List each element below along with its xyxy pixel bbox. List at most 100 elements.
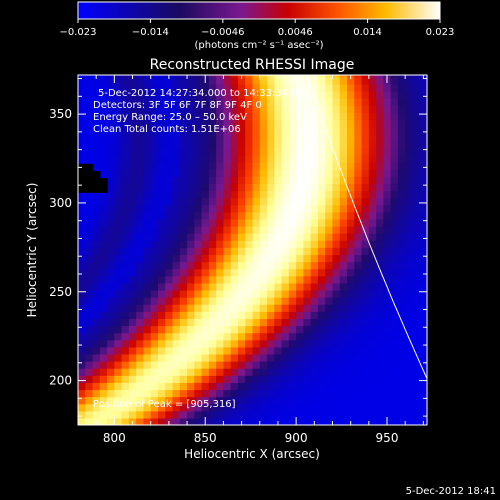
heatmap-cell <box>99 389 108 398</box>
heatmap-cell <box>303 204 312 213</box>
heatmap-cell <box>317 112 326 121</box>
heatmap-cell <box>310 332 319 341</box>
heatmap-cell <box>274 176 283 184</box>
heatmap-cell <box>78 140 86 149</box>
heatmap-cell <box>252 375 261 383</box>
heatmap-cell <box>230 240 239 248</box>
heatmap-cell <box>259 410 268 419</box>
heatmap-cell <box>201 275 210 284</box>
heatmap-cell <box>230 254 239 263</box>
heatmap-cell <box>412 226 421 234</box>
heatmap-cell <box>165 247 174 256</box>
heatmap-cell <box>354 233 363 241</box>
heatmap-cell <box>339 197 348 206</box>
heatmap-cell <box>136 211 145 220</box>
heatmap-cell <box>397 410 406 419</box>
heatmap-cell <box>317 396 326 405</box>
heatmap-cell <box>281 211 290 220</box>
heatmap-cell <box>368 403 377 412</box>
heatmap-cell <box>383 389 392 398</box>
heatmap-cell <box>230 183 239 192</box>
heatmap-cell <box>412 417 421 425</box>
heatmap-cell <box>288 83 297 92</box>
heatmap-cell <box>99 417 108 425</box>
heatmap-cell <box>216 90 225 99</box>
heatmap-cell <box>288 190 297 199</box>
heatmap-cell <box>121 368 130 376</box>
heatmap-cell <box>128 162 137 170</box>
heatmap-cell <box>99 403 108 412</box>
heatmap-cell <box>208 368 217 376</box>
heatmap-cell <box>419 396 427 405</box>
heatmap-cell <box>223 240 232 248</box>
heatmap-cell <box>252 382 261 391</box>
heatmap-cell <box>78 282 86 291</box>
heatmap-cell <box>274 368 283 376</box>
heatmap-cell <box>361 318 370 327</box>
heatmap-cell <box>412 83 421 92</box>
heatmap-cell <box>143 75 152 78</box>
heatmap-cell <box>274 389 283 398</box>
heatmap-cell <box>405 361 414 369</box>
heatmap-cell <box>296 218 304 227</box>
heatmap-cell <box>150 247 159 256</box>
heatmap-cell <box>325 119 334 128</box>
heatmap-cell <box>216 126 225 135</box>
heatmap-cell <box>150 346 159 355</box>
heatmap-cell <box>121 275 130 284</box>
heatmap-cell <box>354 226 363 234</box>
heatmap-cell <box>165 368 174 376</box>
heatmap-cell <box>136 417 145 425</box>
heatmap-cell <box>252 233 261 241</box>
heatmap-cell <box>310 361 319 369</box>
heatmap-cell <box>325 282 334 291</box>
heatmap-cell <box>245 289 254 298</box>
heatmap-cell <box>361 226 370 234</box>
heatmap-cell <box>332 368 341 376</box>
heatmap-cell <box>361 112 370 121</box>
heatmap-cell <box>187 417 195 425</box>
heatmap-cell <box>310 126 319 135</box>
heatmap-cell <box>405 190 414 199</box>
heatmap-cell <box>245 240 254 248</box>
heatmap-cell <box>354 90 363 99</box>
heatmap-cell <box>397 389 406 398</box>
heatmap-cell <box>143 325 152 334</box>
heatmap-cell <box>92 140 101 149</box>
heatmap-cell <box>107 105 115 113</box>
heatmap-cell <box>107 211 115 220</box>
heatmap-cell <box>310 297 319 305</box>
heatmap-cell <box>419 218 427 227</box>
heatmap-cell <box>150 147 159 156</box>
heatmap-cell <box>230 147 239 156</box>
heatmap-cell <box>274 289 283 298</box>
heatmap-cell <box>347 389 355 398</box>
heatmap-cell <box>107 417 115 425</box>
heatmap-cell <box>216 254 225 263</box>
heatmap-cell <box>201 133 210 142</box>
heatmap-cell <box>237 204 246 213</box>
heatmap-cell <box>288 75 297 78</box>
heatmap-cell <box>179 76 188 85</box>
heatmap-cell <box>223 176 232 184</box>
heatmap-cell <box>121 325 130 334</box>
heatmap-cell <box>405 325 414 334</box>
heatmap-cell <box>361 147 370 156</box>
heatmap-cell <box>179 147 188 156</box>
heatmap-cell <box>397 226 406 234</box>
heatmap-cell <box>114 75 123 78</box>
heatmap-cell <box>296 403 304 412</box>
heatmap-cell <box>390 226 399 234</box>
heatmap-cell <box>208 183 217 192</box>
heatmap-cell <box>121 162 130 170</box>
heatmap-cell <box>85 268 94 277</box>
heatmap-cell <box>368 126 377 135</box>
heatmap-cell <box>143 240 152 248</box>
heatmap-cell <box>296 368 304 376</box>
heatmap-cell <box>208 133 217 142</box>
heatmap-cell <box>114 140 123 149</box>
heatmap-cell <box>390 218 399 227</box>
heatmap-cell <box>172 126 181 135</box>
heatmap-cell <box>383 247 392 256</box>
heatmap-cell <box>179 417 188 425</box>
